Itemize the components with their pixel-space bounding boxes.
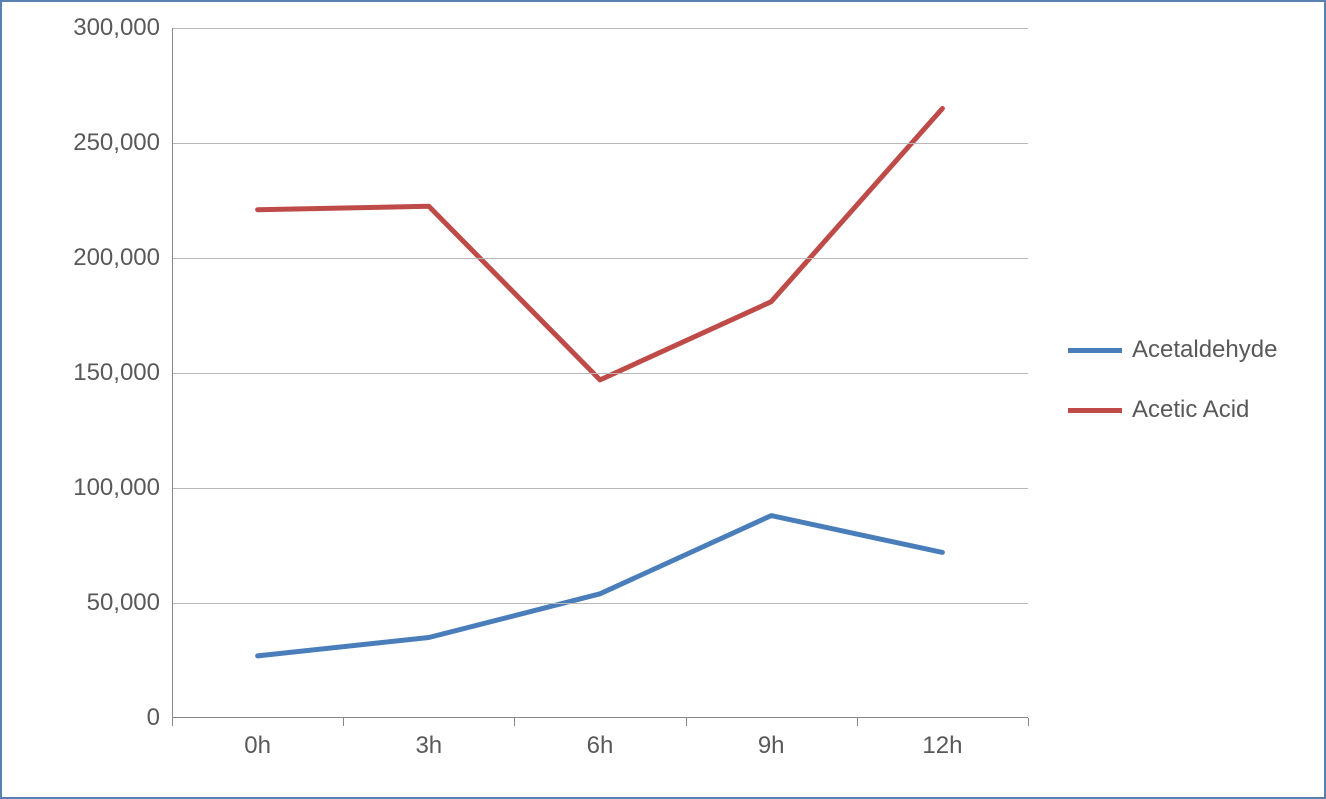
y-axis-label: 0	[147, 704, 160, 732]
y-axis-label: 200,000	[73, 244, 160, 272]
y-axis-label: 150,000	[73, 359, 160, 387]
series-line	[258, 109, 943, 380]
x-axis-label: 9h	[758, 732, 785, 760]
x-axis-label: 0h	[244, 732, 271, 760]
legend-swatch	[1068, 408, 1122, 413]
x-tick	[1028, 718, 1029, 726]
legend: Acetaldehyde Acetic Acid	[1068, 336, 1277, 456]
x-axis-label: 6h	[587, 732, 614, 760]
x-axis-label: 12h	[922, 732, 962, 760]
x-tick	[172, 718, 173, 726]
chart-container: Acetaldehyde Acetic Acid 0 50,000 100,000 15…	[0, 0, 1326, 799]
gridline	[172, 488, 1028, 489]
legend-swatch	[1068, 348, 1122, 353]
gridline	[172, 28, 1028, 29]
legend-label: Acetic Acid	[1132, 396, 1249, 424]
gridline	[172, 143, 1028, 144]
x-tick	[514, 718, 515, 726]
y-axis-label: 50,000	[87, 589, 160, 617]
x-axis-line	[172, 717, 1028, 718]
y-axis-line	[172, 28, 173, 718]
x-axis-label: 3h	[415, 732, 442, 760]
series-line	[258, 516, 943, 656]
gridline	[172, 603, 1028, 604]
gridline	[172, 258, 1028, 259]
gridline	[172, 373, 1028, 374]
legend-item: Acetic Acid	[1068, 396, 1277, 424]
y-axis-label: 250,000	[73, 129, 160, 157]
x-tick	[686, 718, 687, 726]
plot-area	[172, 28, 1028, 718]
y-axis-label: 100,000	[73, 474, 160, 502]
legend-item: Acetaldehyde	[1068, 336, 1277, 364]
x-tick	[343, 718, 344, 726]
y-axis-label: 300,000	[73, 14, 160, 42]
legend-label: Acetaldehyde	[1132, 336, 1277, 364]
x-tick	[857, 718, 858, 726]
